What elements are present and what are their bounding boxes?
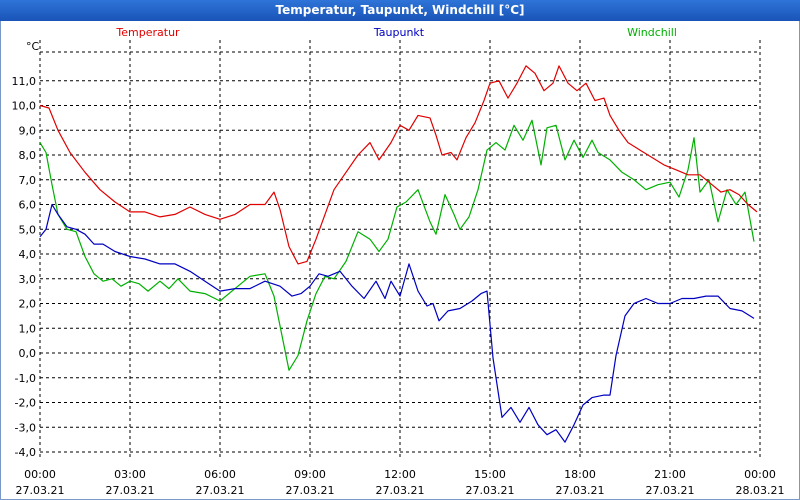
x-tick-date: 27.03.21: [556, 484, 605, 497]
y-tick-label: 3,0: [19, 273, 37, 286]
x-tick-time: 06:00: [204, 468, 236, 481]
x-tick-time: 03:00: [114, 468, 146, 481]
y-tick-label: 9,0: [19, 124, 37, 137]
x-tick-time: 09:00: [294, 468, 326, 481]
y-tick-label: 6,0: [19, 199, 37, 212]
x-tick-date: 27.03.21: [376, 484, 425, 497]
y-tick-label: 2,0: [19, 298, 37, 311]
y-tick-label: 7,0: [19, 174, 37, 187]
x-tick-time: 00:00: [744, 468, 776, 481]
y-tick-label: 8,0: [19, 149, 37, 162]
chart-title: Temperatur, Taupunkt, Windchill [°C]: [0, 0, 800, 21]
y-tick-label: 0,0: [19, 347, 37, 360]
x-tick-time: 12:00: [384, 468, 416, 481]
x-tick-date: 27.03.21: [16, 484, 65, 497]
y-tick-label: -1,0: [15, 372, 36, 385]
y-tick-label: -2,0: [15, 397, 36, 410]
y-tick-label: 1,0: [19, 322, 37, 335]
x-tick-date: 27.03.21: [106, 484, 155, 497]
y-unit-label: °C: [26, 40, 40, 53]
x-tick-time: 00:00: [24, 468, 56, 481]
legend-taupunkt: Taupunkt: [373, 26, 425, 39]
x-tick-date: 27.03.21: [196, 484, 245, 497]
y-tick-label: 4,0: [19, 248, 37, 261]
series-line-windchill: [39, 119, 755, 371]
x-tick-date: 27.03.21: [646, 484, 695, 497]
series-line-temperatur: [39, 65, 758, 265]
legend-temperatur: Temperatur: [115, 26, 180, 39]
x-tick-date: 27.03.21: [466, 484, 515, 497]
series-line-taupunkt: [39, 203, 755, 443]
x-tick-time: 21:00: [654, 468, 686, 481]
x-tick-date: 27.03.21: [286, 484, 335, 497]
y-tick-label: -3,0: [15, 421, 36, 434]
y-tick-label: 11,0: [12, 75, 37, 88]
y-tick-label: -4,0: [15, 446, 36, 459]
x-tick-time: 18:00: [564, 468, 596, 481]
y-tick-label: 5,0: [19, 223, 37, 236]
y-tick-label: 10,0: [12, 100, 37, 113]
legend-windchill: Windchill: [627, 26, 677, 39]
x-tick-time: 15:00: [474, 468, 506, 481]
x-tick-date: 28.03.21: [736, 484, 785, 497]
